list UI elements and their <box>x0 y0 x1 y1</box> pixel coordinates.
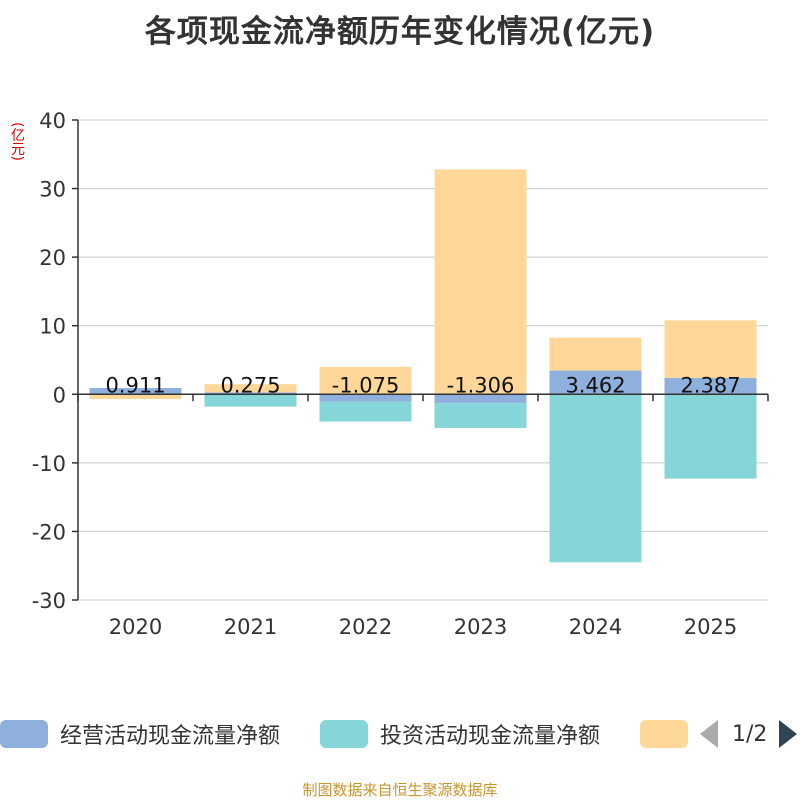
data-label-operating-2024: 3.462 <box>565 373 625 397</box>
chart-title: 各项现金流净额历年变化情况(亿元) <box>144 14 656 50</box>
data-label-operating-2020: 0.911 <box>105 373 165 397</box>
y-axis-unit: (亿元) <box>9 122 25 161</box>
legend: 经营活动现金流量净额 投资活动现金流量净额 1/2 <box>0 716 800 752</box>
legend-prev-icon[interactable] <box>700 720 718 748</box>
legend-next-icon[interactable] <box>779 720 798 748</box>
x-tick-label-2021: 2021 <box>224 615 277 639</box>
bar-operating-2021 <box>204 392 297 395</box>
x-tick-label-2020: 2020 <box>109 615 162 639</box>
data-label-operating-2025: 2.387 <box>680 373 740 397</box>
y-tick-label-40: 40 <box>39 109 66 133</box>
legend-swatch-operating <box>0 720 48 748</box>
x-tick-label-2024: 2024 <box>569 615 622 639</box>
x-tick-label-2025: 2025 <box>684 615 737 639</box>
bar-investing-2022 <box>319 401 412 422</box>
x-tick-label-2022: 2022 <box>339 615 392 639</box>
bar-operating-2025 <box>664 377 757 395</box>
legend-swatch-financing <box>640 720 688 748</box>
y-tick-label--20: -20 <box>32 520 66 544</box>
legend-pager: 1/2 <box>700 716 798 752</box>
bar-financing-2022 <box>319 366 412 395</box>
bar-operating-2022 <box>319 394 412 402</box>
legend-swatch-investing <box>320 720 368 748</box>
bar-financing-2023 <box>434 169 527 395</box>
y-tick-label-10: 10 <box>39 315 66 339</box>
bar-operating-2023 <box>434 394 527 404</box>
y-tick-label-30: 30 <box>39 178 66 202</box>
bar-financing-2020 <box>89 394 182 400</box>
bar-financing-2024 <box>549 337 642 371</box>
legend-page-number: 1/2 <box>732 721 768 747</box>
y-tick-label--30: -30 <box>32 589 66 613</box>
legend-label-investing: 投资活动现金流量净额 <box>380 724 601 749</box>
legend-item-operating[interactable]: 经营活动现金流量净额 <box>0 716 280 752</box>
bar-operating-2020 <box>89 388 182 395</box>
y-tick-label--10: -10 <box>32 452 66 476</box>
bar-investing-2024 <box>549 394 642 563</box>
bar-financing-2025 <box>664 320 757 378</box>
bar-investing-2021 <box>204 394 297 407</box>
data-label-operating-2023: -1.306 <box>447 373 515 397</box>
data-label-operating-2021: 0.275 <box>220 373 280 397</box>
chart-plot: 40 30 20 10 0 -10 -20 -30 2020 2021 2022 2023 2024 20… <box>32 109 769 639</box>
x-tick-label-2023: 2023 <box>454 615 507 639</box>
data-source-note: 制图数据来自恒生聚源数据库 <box>302 781 498 799</box>
legend-item-investing[interactable]: 投资活动现金流量净额 <box>320 716 600 752</box>
bar-investing-2025 <box>664 394 757 479</box>
data-label-operating-2022: -1.075 <box>332 373 400 397</box>
bar-financing-2021 <box>204 384 297 393</box>
y-tick-label-20: 20 <box>39 246 66 270</box>
bar-operating-2024 <box>549 370 642 395</box>
y-tick-label-0: 0 <box>53 383 66 407</box>
bar-investing-2023 <box>434 403 527 428</box>
legend-item-financing[interactable] <box>640 716 700 752</box>
legend-label-operating: 经营活动现金流量净额 <box>60 724 281 749</box>
